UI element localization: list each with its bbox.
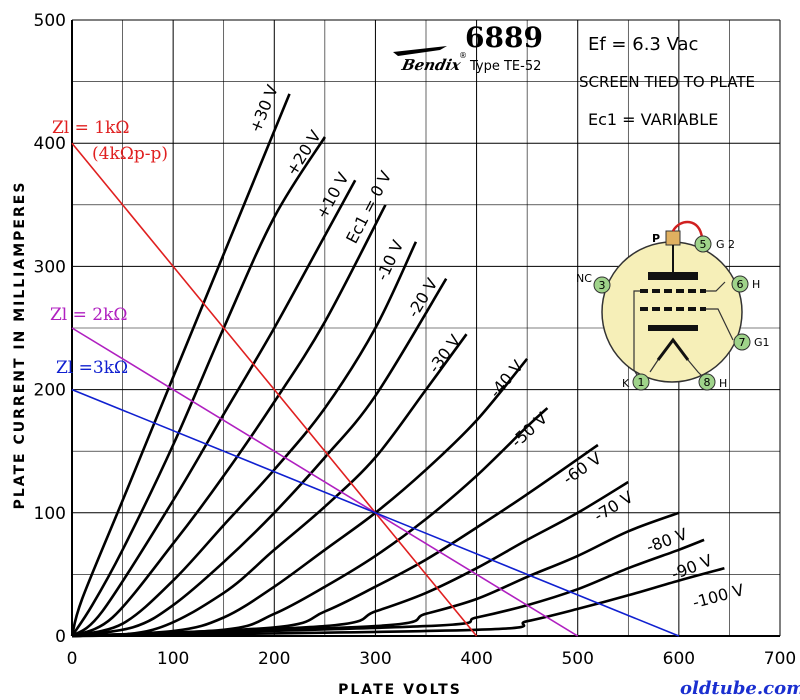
pin-6-label: H <box>752 278 760 291</box>
pin-8-num: 8 <box>704 376 711 389</box>
curve-10v <box>71 179 357 638</box>
curve-20v <box>70 136 326 637</box>
load-line-labels: Zl = 1kΩ (4kΩp-p) Zl = 2kΩ Zl =3kΩ <box>50 118 168 378</box>
pin-6-num: 6 <box>737 278 744 291</box>
pin-6: 6 H <box>731 275 760 293</box>
pin-7-num: 7 <box>739 336 746 349</box>
curve-30v <box>70 93 291 637</box>
curve-90v <box>71 538 705 638</box>
pin-3-label: NC <box>576 272 592 285</box>
pin-1-num: 1 <box>638 376 645 389</box>
y-axis-title: PLATE CURRENT IN MILLIAMPERES <box>12 181 28 510</box>
specs-block: Ef = 6.3 Vac SCREEN TIED TO PLATE Ec1 = … <box>579 34 755 129</box>
x-tick-label: 700 <box>764 649 796 669</box>
curve-30v <box>71 333 468 638</box>
heater-filament <box>656 337 690 361</box>
pin-p-label: P <box>652 232 660 245</box>
pin-5-num: 5 <box>700 238 707 251</box>
axis-ticks: 0 100 200 300 400 500 600 700 0 100 200 300 400 500 <box>34 11 797 669</box>
curve-70v <box>71 480 629 638</box>
pin-3: 3 NC <box>576 272 611 294</box>
tube-subtitle: Type TE-52 <box>469 59 541 74</box>
curve-100v <box>71 566 725 638</box>
y-tick-label: 500 <box>34 11 66 31</box>
x-tick-label: 0 <box>67 649 78 669</box>
y-tick-label: 100 <box>34 504 66 524</box>
y-tick-label: 300 <box>34 257 66 277</box>
pin-1: 1 K <box>622 373 650 391</box>
curve-label: -80 V <box>644 524 690 556</box>
curve-10v <box>71 241 418 638</box>
pin-7: 7 G1 <box>733 333 770 351</box>
curve-20v <box>71 278 448 638</box>
y-tick-label: 400 <box>34 134 66 154</box>
spec-screen: SCREEN TIED TO PLATE <box>579 73 755 91</box>
cathode-electrode <box>648 325 698 331</box>
load-line <box>71 327 579 637</box>
load-line <box>71 388 680 637</box>
curve-0v <box>71 204 387 638</box>
pin-5-label: G 2 <box>716 238 735 251</box>
x-axis-title: PLATE VOLTS <box>338 682 462 698</box>
tube-title: 6889 <box>465 21 543 54</box>
x-tick-label: 100 <box>157 649 189 669</box>
pin-1-label: K <box>622 377 630 390</box>
bendix-brand: Bendix <box>399 56 463 74</box>
x-tick-label: 400 <box>460 649 492 669</box>
load-line <box>71 142 478 637</box>
pin-5: 5 G 2 <box>694 235 735 253</box>
x-tick-label: 200 <box>258 649 290 669</box>
spec-ef-text: Ef = 6.3 Vac <box>588 34 698 55</box>
curve-label: -90 V <box>669 551 715 584</box>
watermark: oldtube.com <box>680 678 800 699</box>
plate-cap <box>665 230 681 246</box>
pin-3-num: 3 <box>599 279 606 292</box>
curve-label: -40 V <box>486 357 527 402</box>
y-tick-label: 0 <box>55 627 66 647</box>
pin-7-label: G1 <box>754 336 770 349</box>
pin-8: 8 H <box>698 373 727 391</box>
curve-label: -30 V <box>424 331 464 376</box>
curve-label: -70 V <box>590 487 636 525</box>
x-tick-label: 500 <box>561 649 593 669</box>
y-tick-label: 200 <box>34 381 66 401</box>
curve-40v <box>71 357 529 638</box>
x-tick-label: 600 <box>663 649 695 669</box>
load-lines <box>71 142 680 637</box>
registered-mark: ® <box>459 51 467 60</box>
plate-electrode <box>648 272 698 280</box>
x-tick-label: 300 <box>359 649 391 669</box>
load-label-1k: Zl = 1kΩ <box>52 118 130 138</box>
load-label-1k-pp: (4kΩp-p) <box>92 144 168 164</box>
load-label-2k: Zl = 2kΩ <box>50 305 128 325</box>
load-label-3k: Zl =3kΩ <box>56 358 128 378</box>
title-block: 6889 Bendix ® Type TE-52 <box>393 21 543 74</box>
curve-label: -100 V <box>690 580 746 612</box>
screen-tie-strap <box>671 220 704 239</box>
curve-label: -50 V <box>507 409 551 451</box>
spec-ef: Ef = 6.3 Vac <box>588 34 698 55</box>
spec-ec1: Ec1 = VARIABLE <box>588 110 718 129</box>
curve-label: -10 V <box>372 237 407 283</box>
pin-8-label: H <box>719 377 727 390</box>
tube-pinout-diagram: P 5 G 2 3 NC 6 H 7 G1 1 K 8 <box>576 220 770 391</box>
bendix-logo: Bendix ® <box>393 46 467 74</box>
